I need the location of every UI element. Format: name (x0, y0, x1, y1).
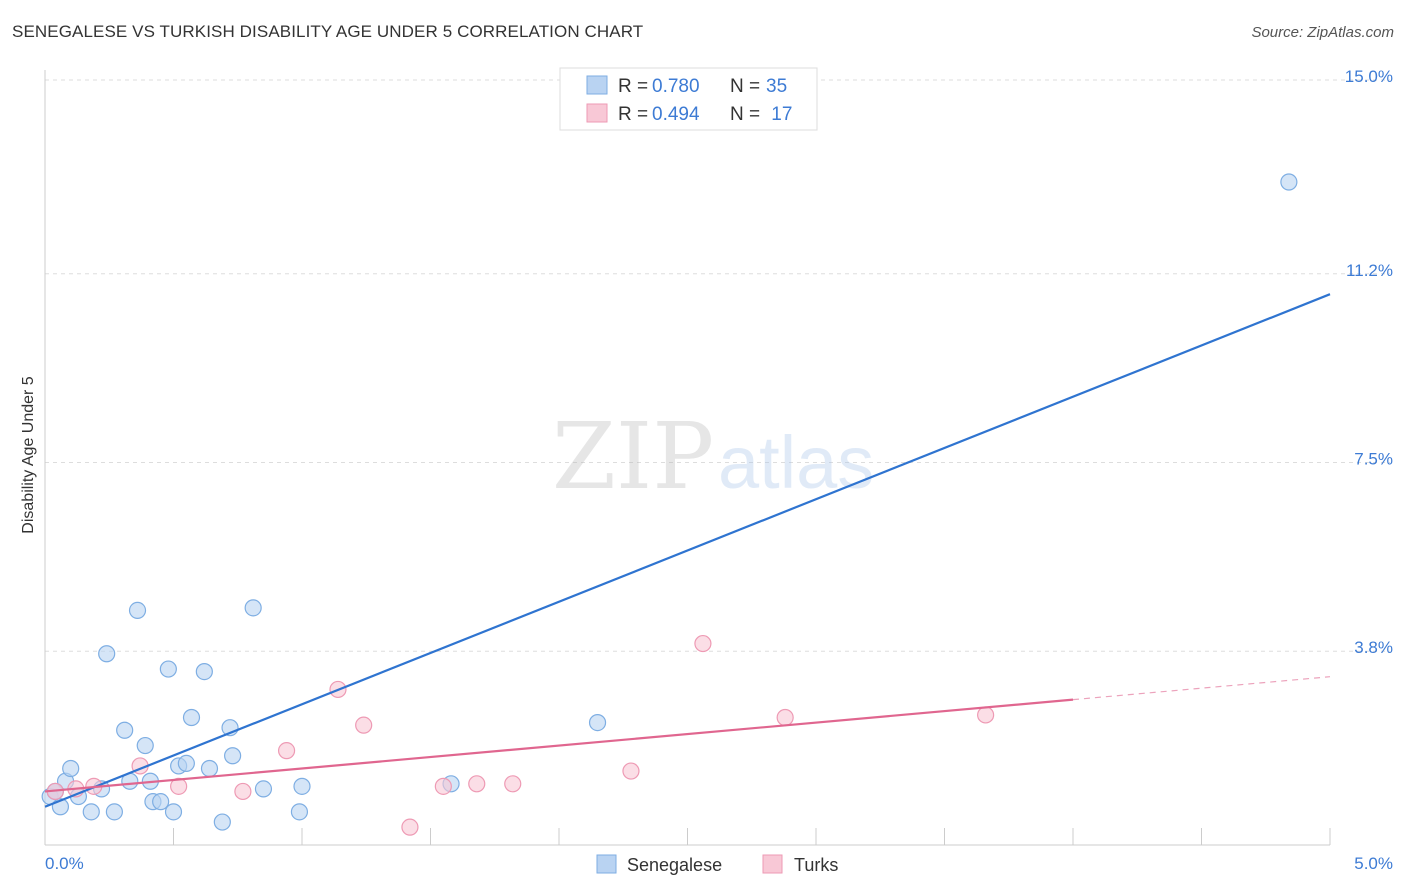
senegalese-point-17 (159, 660, 177, 678)
turks-point-10 (434, 777, 452, 795)
x-axis-ticks (173, 828, 1331, 845)
senegalese-point-10 (116, 721, 134, 739)
senegalese-point-16 (152, 793, 170, 811)
legend-r-value-turks: 0.494 (652, 104, 700, 125)
senegalese-point-27 (244, 599, 262, 617)
watermark: ZIP atlas (552, 403, 874, 510)
senegalese-point-28 (254, 780, 273, 798)
senegalese-point-33 (1280, 173, 1298, 191)
turks-point-5 (234, 782, 252, 801)
series-legend: Senegalese Turks (596, 854, 838, 875)
senegalese-point-29 (290, 803, 309, 821)
watermark-zip: ZIP (552, 403, 714, 510)
y-tick-label-3: 15.0% (1345, 67, 1393, 86)
senegalese-point-24 (213, 813, 231, 831)
senegalese-point-6 (82, 803, 100, 821)
turks-trend-line (44, 698, 1074, 793)
gridlines (45, 79, 1390, 652)
x-tick-label-0: 0.0% (45, 854, 84, 873)
turks-points (46, 634, 995, 836)
y-tick-labels: 3.8% 7.5% 11.2% 15.0% (1345, 67, 1393, 657)
x-tick-label-1: 5.0% (1354, 854, 1393, 873)
legend-n-label-turks: N = (730, 104, 765, 125)
senegalese-point-9 (105, 803, 123, 821)
legend-swatch-turks (586, 103, 608, 123)
turks-point-9 (401, 818, 419, 836)
watermark-atlas: atlas (718, 421, 874, 504)
bottom-legend-swatch-turks (762, 854, 783, 874)
turks-point-6 (277, 742, 296, 760)
senegalese-point-8 (98, 645, 116, 663)
y-tick-label-0: 3.8% (1354, 638, 1393, 657)
senegalese-point-26 (224, 747, 242, 765)
senegalese-trend-line (44, 293, 1331, 808)
senegalese-point-20 (177, 754, 195, 773)
senegalese-point-13 (136, 736, 154, 755)
bottom-legend-label-turks: Turks (794, 855, 838, 875)
senegalese-point-12 (128, 601, 147, 620)
y-tick-label-2: 11.2% (1346, 261, 1393, 280)
bottom-legend-swatch-senegalese (596, 854, 617, 874)
turks-point-11 (468, 775, 486, 793)
legend-r-label-senegalese: R = (618, 76, 653, 97)
legend-swatch-senegalese (586, 75, 608, 95)
stats-legend: R = 0.780 N = 35 R = 0.494 N = 17 (559, 67, 818, 131)
turks-trend-line-extension (1072, 676, 1331, 701)
turks-point-12 (504, 775, 522, 793)
x-tick-labels: 0.0% 5.0% (45, 854, 1393, 873)
senegalese-point-32 (588, 713, 607, 732)
chart-title: SENEGALESE VS TURKISH DISABILITY AGE UND… (12, 22, 644, 41)
y-axis-label: Disability Age Under 5 (20, 376, 37, 534)
legend-n-value-senegalese: 35 (766, 76, 787, 97)
legend-r-label-turks: R = (618, 104, 653, 125)
senegalese-point-22 (195, 662, 213, 681)
senegalese-point-21 (182, 708, 201, 727)
legend-r-value-senegalese: 0.780 (652, 76, 700, 97)
trend-lines (44, 293, 1331, 808)
turks-point-13 (622, 762, 640, 780)
y-tick-label-1: 7.5% (1354, 450, 1393, 469)
senegalese-point-4 (62, 759, 80, 778)
turks-point-15 (776, 708, 794, 727)
legend-n-label-senegalese: N = (730, 76, 765, 97)
legend-n-value-turks: 17 (766, 104, 792, 125)
senegalese-point-30 (293, 777, 311, 795)
source-label: Source: ZipAtlas.com (1251, 24, 1394, 41)
senegalese-point-23 (200, 759, 219, 778)
turks-point-16 (977, 706, 995, 724)
turks-point-4 (170, 777, 188, 795)
turks-point-14 (694, 634, 712, 653)
senegalese-point-18 (164, 803, 183, 821)
turks-point-8 (355, 716, 373, 734)
bottom-legend-label-senegalese: Senegalese (627, 855, 722, 875)
